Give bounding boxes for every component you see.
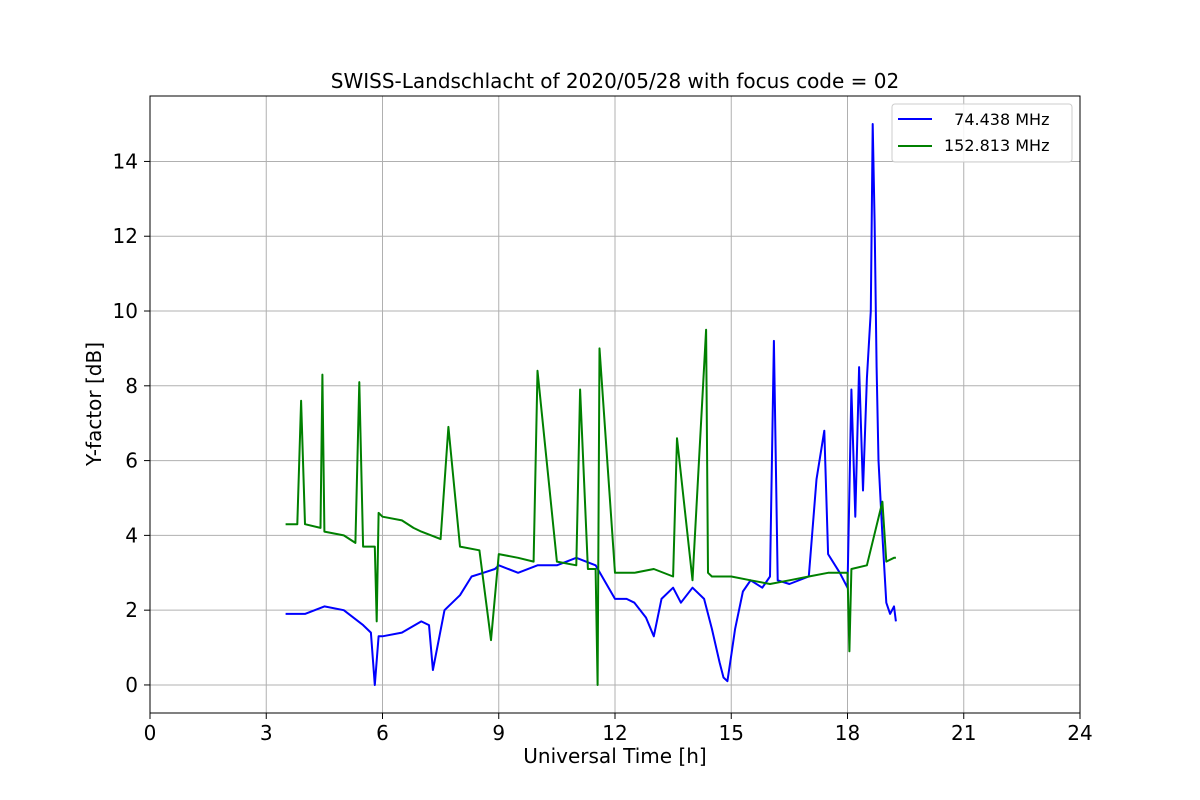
x-tick-label: 18 [835, 721, 860, 745]
x-tick-label: 12 [602, 721, 627, 745]
x-tick-label: 21 [951, 721, 976, 745]
chart-title: SWISS-Landschlacht of 2020/05/28 with fo… [331, 69, 899, 93]
legend-label-series-2: 152.813 MHz [944, 136, 1049, 155]
y-tick-label: 8 [125, 374, 138, 398]
x-tick-label: 3 [260, 721, 273, 745]
legend-label-series-1: 74.438 MHz [944, 110, 1049, 129]
y-axis-label: Y-factor [dB] [82, 342, 106, 467]
x-tick-label: 15 [719, 721, 744, 745]
y-tick-label: 6 [125, 449, 138, 473]
legend: 74.438 MHz 152.813 MHz [891, 103, 1073, 163]
y-tick-label: 14 [113, 149, 138, 173]
y-tick-label: 4 [125, 523, 138, 547]
series-line-1 [285, 123, 897, 686]
plot-series-group [285, 123, 897, 686]
y-axis-ticks: 0 2 4 6 8 10 12 14 [113, 149, 150, 697]
y-tick-label: 10 [113, 299, 138, 323]
x-tick-label: 6 [376, 721, 389, 745]
x-axis-label: Universal Time [h] [523, 744, 706, 768]
y-tick-label: 12 [113, 224, 138, 248]
y-tick-label: 0 [125, 673, 138, 697]
legend-box [891, 103, 1073, 163]
x-tick-label: 24 [1067, 721, 1092, 745]
x-tick-label: 0 [144, 721, 157, 745]
x-tick-label: 9 [492, 721, 505, 745]
y-tick-label: 2 [125, 598, 138, 622]
series-line-2 [285, 328, 896, 686]
x-axis-ticks: 0 3 6 9 12 15 18 21 24 [144, 713, 1093, 745]
